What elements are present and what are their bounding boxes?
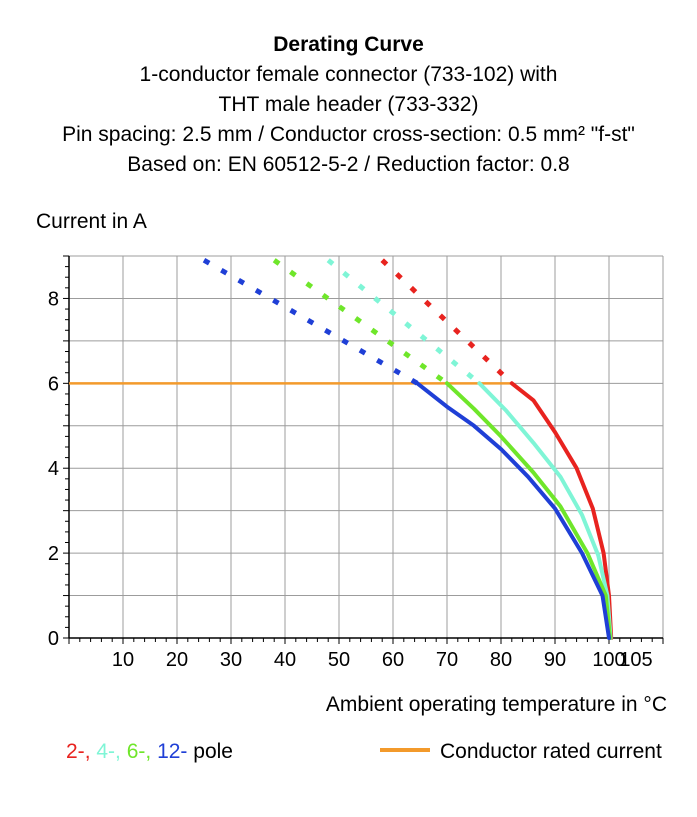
series-legend: 2-, 4-, 6-, 12- pole — [66, 740, 233, 764]
legend-series-text: 4- — [96, 740, 116, 763]
legend-series-text: 6- — [126, 740, 146, 763]
y-tick-label: 0 — [48, 628, 59, 650]
y-tick-label: 4 — [48, 458, 59, 480]
x-tick-label: 20 — [166, 649, 188, 671]
series-12-pole-dashed-line — [202, 258, 419, 386]
chart-subtitle-line-3: Pin spacing: 2.5 mm / Conductor cross-se… — [62, 123, 635, 146]
x-tick-label: 60 — [382, 649, 404, 671]
legend-series-text: 2- — [66, 740, 85, 763]
x-tick-label: 40 — [274, 649, 296, 671]
legend-series-text: pole — [187, 740, 233, 763]
legend-series-text: , — [115, 740, 127, 763]
x-axis-label: Ambient operating temperature in °C — [325, 693, 667, 716]
x-tick-label: 90 — [544, 649, 566, 671]
y-axis-label: Current in A — [36, 210, 147, 233]
x-tick-label: 100 — [592, 649, 625, 671]
chart-subtitle-line-1: 1-conductor female connector (733-102) w… — [139, 63, 558, 86]
y-tick-label: 6 — [48, 373, 59, 395]
x-tick-label: 70 — [436, 649, 458, 671]
x-tick-label: 10 — [112, 649, 134, 671]
series-6-pole-curve — [445, 381, 613, 640]
series-6-pole-dashed-line — [272, 258, 449, 386]
legend-series-text: 12- — [157, 740, 188, 763]
legend-series-text: , — [84, 740, 97, 763]
series-4-pole-dashed-line — [326, 258, 481, 386]
chart-subtitle-line-4: Based on: EN 60512-5-2 / Reduction facto… — [127, 153, 570, 176]
x-tick-label: 30 — [220, 649, 242, 671]
x-tick-label: 105 — [619, 649, 652, 671]
x-tick-label: 50 — [328, 649, 350, 671]
chart-header: Derating Curve 1-conductor female connec… — [0, 30, 697, 180]
rated-current-legend-label: Conductor rated current — [440, 740, 662, 763]
rated-current-legend: Conductor rated current — [380, 740, 662, 764]
y-tick-label: 8 — [48, 288, 59, 310]
rated-current-legend-line — [380, 748, 430, 753]
series-2-pole-curve — [509, 381, 614, 640]
series-4-pole-curve — [477, 381, 613, 640]
series-12-pole-curve — [415, 381, 611, 640]
y-tick-label: 2 — [48, 543, 59, 565]
chart-title: Derating Curve — [273, 33, 424, 56]
legend-series-text: , — [145, 740, 158, 763]
x-tick-label: 80 — [490, 649, 512, 671]
chart-subtitle-line-2: THT male header (733-332) — [218, 93, 479, 116]
